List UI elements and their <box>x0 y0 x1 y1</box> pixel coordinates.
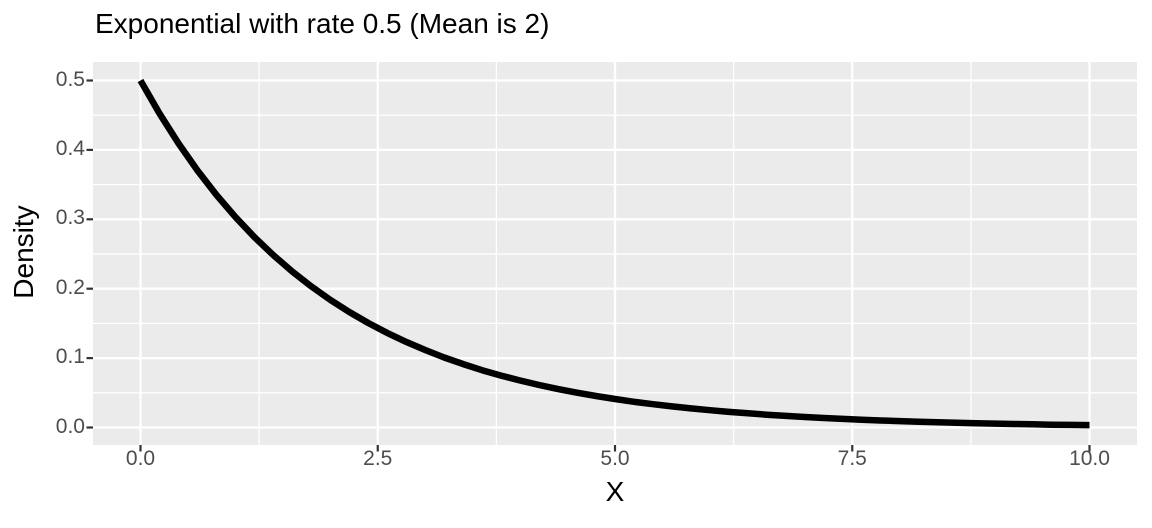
x-tick-label: 5.0 <box>600 447 630 470</box>
x-tick-label: 2.5 <box>363 447 393 470</box>
y-tick-label: 0.2 <box>55 275 85 299</box>
x-tick-label: 10.0 <box>1069 447 1110 470</box>
y-tick-label: 0.0 <box>55 414 85 438</box>
y-tick-label: 0.3 <box>55 206 85 230</box>
x-tick-label: 0.0 <box>125 447 156 470</box>
chart-title: Exponential with rate 0.5 (Mean is 2) <box>95 8 550 39</box>
y-tick-label: 0.1 <box>55 345 85 369</box>
x-tick-label: 7.5 <box>837 447 867 470</box>
y-tick-label: 0.5 <box>55 67 85 91</box>
density-curve <box>137 78 1090 429</box>
y-tick-label: 0.4 <box>55 136 85 160</box>
x-axis-title: X <box>605 476 625 507</box>
